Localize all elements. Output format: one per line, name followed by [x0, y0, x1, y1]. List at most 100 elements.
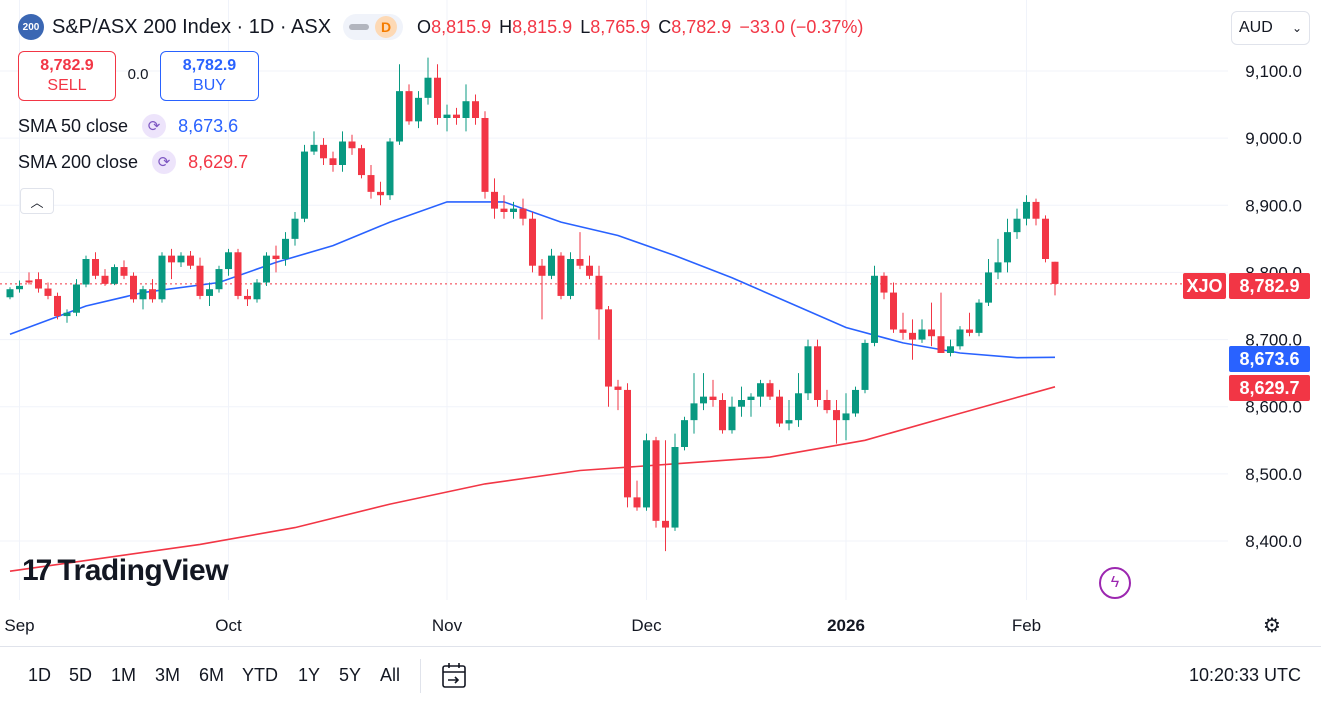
indicator-value: 8,629.7 [188, 151, 249, 172]
candle [576, 232, 584, 270]
range-button-3m[interactable]: 3M [155, 665, 181, 685]
x-tick-label: Nov [432, 616, 463, 635]
candle [747, 393, 755, 417]
symbol-logo[interactable]: 200 [18, 14, 44, 40]
candle [709, 379, 717, 407]
candle [728, 396, 736, 434]
currency-select[interactable]: AUD ⌄ [1231, 11, 1310, 45]
sma-200-layer [9, 386, 1056, 572]
candle [947, 339, 954, 357]
range-button-1d[interactable]: 1D [28, 665, 52, 685]
candle [405, 84, 413, 125]
ohlc-values: O8,815.9 H8,815.9 L8,765.9 C8,782.9 −33.… [417, 17, 863, 38]
candle [111, 264, 118, 286]
calendar-goto-icon[interactable] [438, 659, 472, 693]
y-tick-label: 8,400.0 [1245, 532, 1302, 551]
candle [158, 252, 166, 303]
candle [73, 279, 80, 317]
range-button-5y[interactable]: 5Y [339, 665, 362, 685]
refresh-icon[interactable]: ⟳ [152, 150, 177, 174]
candle [538, 259, 546, 320]
candle [861, 339, 869, 394]
candle [1004, 218, 1011, 273]
candle [519, 198, 527, 226]
candle [424, 57, 432, 105]
candle [500, 195, 508, 219]
high-value: 8,815.9 [512, 16, 573, 37]
candle [757, 379, 764, 407]
interval-badge: D [375, 16, 398, 38]
range-button-1y[interactable]: 1Y [298, 665, 321, 685]
indicator-sma-50[interactable]: SMA 50 close ⟳ 8,673.6 [18, 114, 238, 138]
buy-label: BUY [193, 77, 226, 94]
chart-grid: 8,400.08,500.08,600.08,700.08,800.08,900… [0, 0, 1302, 635]
candle [871, 265, 878, 347]
price-chart[interactable]: 8,400.08,500.08,600.08,700.08,800.08,900… [0, 0, 1321, 646]
buy-button[interactable]: 8,782.9 BUY [160, 51, 259, 101]
sell-button[interactable]: 8,782.9 SELL [18, 51, 116, 101]
symbol-tag: XJO [1183, 273, 1226, 299]
candle [187, 250, 194, 270]
candle [453, 107, 460, 125]
collapse-legend-button[interactable]: ︿ [20, 188, 54, 214]
candle [795, 373, 802, 427]
candle [206, 282, 213, 306]
low-key: L [580, 16, 591, 37]
symbol-title[interactable]: S&P/ASX 200 Index · 1D · ASX [52, 15, 332, 38]
range-button-6m[interactable]: 6M [199, 665, 225, 685]
refresh-icon[interactable]: ⟳ [142, 114, 167, 138]
tradingview-logo[interactable]: 17 TradingView [22, 554, 229, 588]
range-button-5d[interactable]: 5D [69, 665, 93, 685]
change-value: −33.0 (−0.37%) [739, 16, 864, 37]
candle [909, 319, 916, 360]
candle [776, 389, 783, 427]
candle [25, 272, 33, 285]
candle [567, 252, 574, 300]
candle [348, 134, 356, 155]
indicator-sma-200[interactable]: SMA 200 close ⟳ 8,629.7 [18, 150, 248, 174]
y-tick-label: 9,100.0 [1245, 62, 1302, 81]
clock: 10:20:33 UTC [1188, 665, 1301, 685]
candle [101, 269, 109, 286]
open-value: 8,815.9 [431, 16, 492, 37]
candle [35, 272, 42, 293]
candle [272, 245, 280, 273]
last-price-tag: 8,782.9 [1229, 273, 1310, 299]
candle [1023, 195, 1030, 226]
candle [149, 279, 156, 303]
candle [139, 285, 147, 310]
candle [586, 255, 593, 280]
lightning-icon[interactable]: ϟ [1099, 567, 1131, 599]
sma-line [9, 386, 1056, 572]
settings-gear-icon[interactable]: ⚙ [1263, 614, 1281, 637]
candle [529, 212, 536, 273]
range-button-1m[interactable]: 1M [111, 665, 137, 685]
candle [643, 433, 650, 511]
sma-50-price-tag: 8,673.6 [1229, 346, 1310, 372]
candle [624, 383, 631, 508]
status-pill[interactable]: D [343, 14, 404, 40]
tradingview-logo-text: TradingView [57, 554, 229, 587]
candle [605, 306, 612, 407]
candle [719, 393, 726, 434]
tradingview-logo-icon: 17 [22, 554, 52, 587]
candle [880, 272, 888, 300]
candle [928, 302, 935, 347]
chevron-down-icon: ⌄ [1291, 21, 1302, 35]
candle [329, 151, 337, 172]
candle [852, 386, 859, 417]
candle [890, 282, 897, 333]
range-button-ytd[interactable]: YTD [242, 665, 278, 685]
candle [6, 287, 14, 300]
candle [358, 144, 365, 179]
buy-price: 8,782.9 [182, 57, 237, 74]
candle [994, 238, 1002, 280]
indicator-label: SMA 50 close [18, 115, 129, 136]
candle [462, 84, 470, 132]
candle [443, 104, 451, 132]
candle [671, 433, 679, 531]
candle [377, 181, 384, 206]
range-button-all[interactable]: All [380, 665, 401, 685]
high-key: H [499, 16, 513, 37]
candle [842, 393, 850, 441]
